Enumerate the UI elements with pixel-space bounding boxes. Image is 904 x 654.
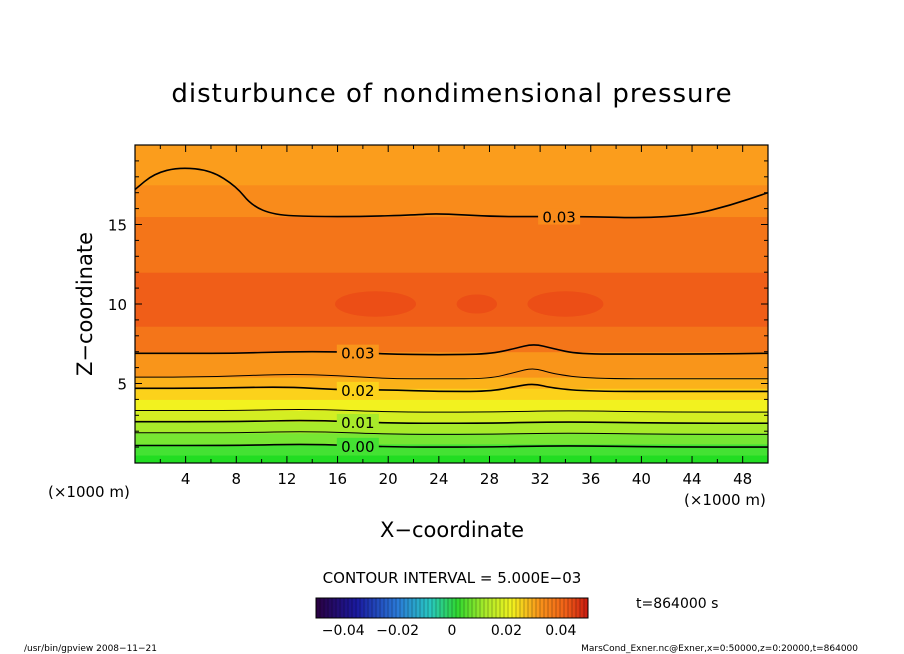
contour-line-2 (135, 368, 768, 380)
colorbar-tick-label-4: 0.04 (545, 623, 576, 639)
contour-line-3 (135, 383, 768, 393)
contour-label-bg-7 (336, 437, 379, 454)
colorbar-stripes (319, 598, 585, 618)
heatmap-bands (135, 145, 768, 463)
time-text: t=864000 s (636, 596, 718, 612)
x-tick-label-7: 32 (531, 470, 550, 488)
contour-line-1 (135, 344, 768, 356)
contour-line-4 (135, 408, 768, 413)
heatmap-band-2 (135, 432, 768, 445)
heatmap-band-7 (135, 376, 768, 389)
x-tick-label-0: 4 (181, 470, 191, 488)
contour-line-7 (135, 443, 768, 448)
contour-label-0: 0.03 (542, 209, 575, 227)
contour-label-5: 0.01 (341, 414, 374, 432)
contour-label-bg-3 (336, 381, 379, 398)
x-tick-label-6: 28 (480, 470, 499, 488)
y-tick-label-2: 15 (108, 217, 127, 235)
x-axis: 4 8 12 16 20 24 28 32 36 40 44 48 (159, 145, 752, 488)
contour-label-bg-5 (336, 413, 379, 430)
contour-label-3: 0.02 (341, 382, 374, 400)
colorbar-tick-label-0: −0.04 (322, 623, 365, 639)
heatmap-band-13 (135, 145, 768, 186)
heatmap-band-3 (135, 421, 768, 434)
heatmap-blob-0 (335, 291, 417, 317)
x-tick-label-11: 48 (733, 470, 752, 488)
x-tick-label-9: 40 (632, 470, 651, 488)
contour-lines (135, 167, 768, 448)
contour-label-7: 0.00 (341, 438, 374, 456)
heatmap-band-12 (135, 184, 768, 218)
x-unit-left: (×1000 m) (48, 483, 130, 501)
footer-right: MarsCond_Exner.nc@Exner,x=0:50000,z=0:20… (581, 644, 858, 654)
contour-label-1: 0.03 (341, 345, 374, 363)
y-axis-label: Z−coordinate (73, 232, 97, 376)
x-tick-label-2: 12 (277, 470, 296, 488)
heatmap-band-8 (135, 351, 768, 378)
x-unit-right: (×1000 m) (684, 491, 766, 509)
contour-line-5 (135, 419, 768, 425)
x-tick-label-10: 44 (682, 470, 701, 488)
heatmap-blobs (335, 291, 604, 317)
x-tick-label-5: 24 (429, 470, 448, 488)
contour-label-bg-0 (538, 208, 581, 225)
heatmap-band-5 (135, 398, 768, 412)
contour-labels: 0.03 0.03 0.02 0.01 0.00 (336, 208, 581, 456)
y-tick-label-1: 10 (108, 296, 127, 314)
footer-left: /usr/bin/gpview 2008−11−21 (24, 644, 157, 654)
heatmap-blob-2 (527, 291, 604, 317)
heatmap-band-4 (135, 410, 768, 423)
x-tick-label-1: 8 (232, 470, 242, 488)
contour-line-0 (135, 167, 768, 219)
chart-title: disturbunce of nondimensional pressure (171, 79, 732, 109)
x-tick-label-3: 16 (328, 470, 347, 488)
contour-label-bg-1 (336, 344, 379, 361)
x-tick-label-8: 36 (581, 470, 600, 488)
colorbar-tick-label-1: −0.02 (376, 623, 419, 639)
heatmap-band-6 (135, 387, 768, 400)
contour-interval-text: CONTOUR INTERVAL = 5.000E−03 (323, 569, 582, 587)
heatmap-band-0 (135, 454, 768, 463)
heatmap-band-9 (135, 325, 768, 353)
colorbar-tick-label-3: 0.02 (491, 623, 522, 639)
heatmap-blob-1 (456, 294, 498, 314)
y-tick-label-0: 5 (117, 376, 127, 394)
y-axis: 5 10 15 (108, 160, 768, 448)
x-tick-label-4: 20 (379, 470, 398, 488)
contour-line-6 (135, 431, 768, 435)
x-axis-label: X−coordinate (380, 518, 524, 542)
heatmap-band-11 (135, 216, 768, 273)
colorbar-tick-label-2: 0 (448, 623, 457, 639)
heatmap-band-10 (135, 271, 768, 327)
colorbar-ticks: −0.04 −0.02 0 0.02 0.04 (322, 623, 577, 639)
